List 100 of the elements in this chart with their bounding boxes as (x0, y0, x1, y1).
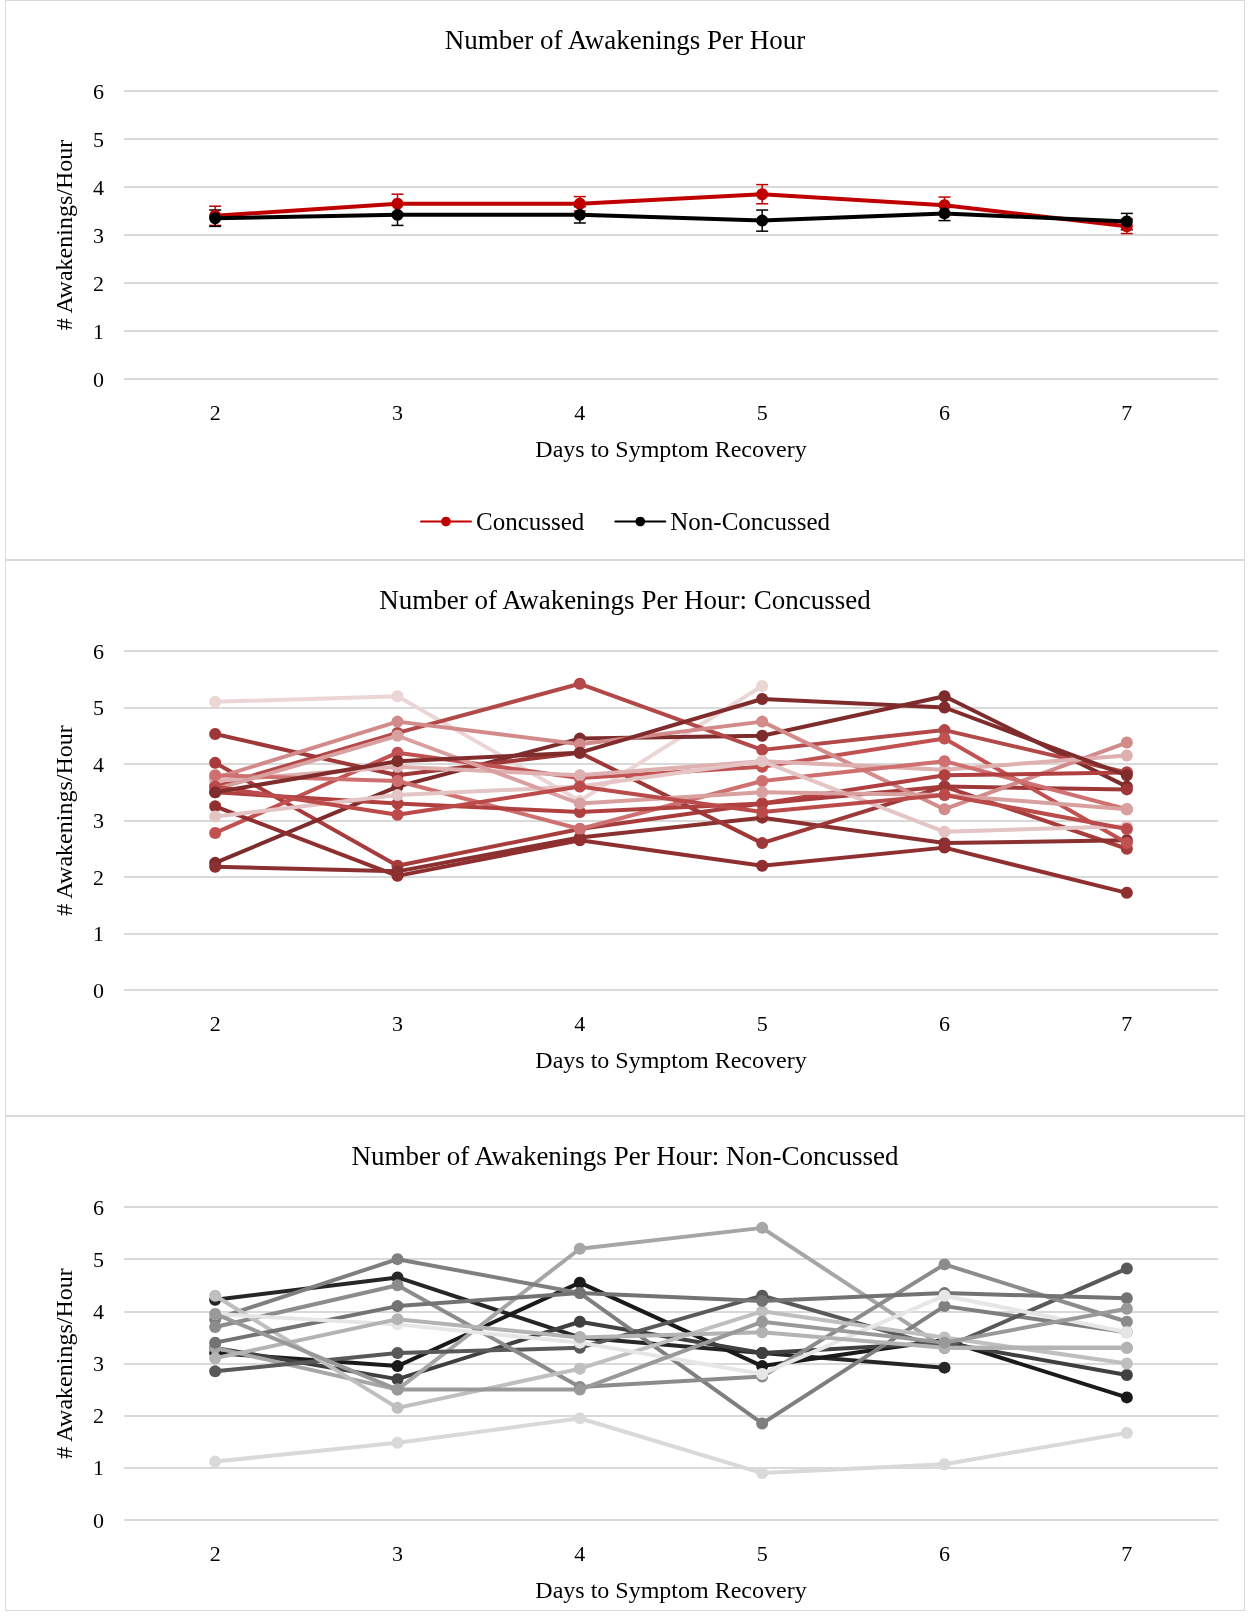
point (1120, 1302, 1133, 1315)
point (1120, 736, 1133, 749)
point (756, 1294, 769, 1307)
point (209, 1352, 222, 1365)
point (391, 1436, 404, 1449)
x-tick-label: 2 (209, 1010, 221, 1036)
point (1120, 1262, 1133, 1275)
y-tick-label: 5 (93, 1246, 104, 1272)
point (573, 1315, 586, 1328)
point (209, 1336, 222, 1349)
legend-label: Non-Concussed (670, 508, 831, 535)
point (756, 729, 769, 742)
y-tick-label: 6 (93, 78, 104, 104)
point (209, 1289, 222, 1302)
point (573, 1412, 586, 1425)
point (573, 1242, 586, 1255)
point (756, 859, 769, 872)
point (938, 1258, 951, 1271)
point (391, 789, 404, 802)
point (1120, 1426, 1133, 1439)
x-tick-label: 3 (392, 1540, 403, 1566)
x-tick-label: 6 (939, 1540, 950, 1566)
chart-title: Number of Awakenings Per Hour: Non-Concussed (351, 1140, 900, 1171)
point (391, 808, 404, 821)
point (1120, 886, 1133, 899)
point (938, 825, 951, 838)
legend-label: Concussed (475, 508, 585, 535)
x-tick-label: 4 (574, 399, 586, 425)
x-tick-label: 3 (392, 1010, 403, 1036)
point (1120, 1391, 1133, 1404)
point (938, 1361, 951, 1374)
point (756, 680, 769, 693)
point (573, 677, 586, 690)
point (391, 1347, 404, 1360)
point (391, 1300, 404, 1313)
x-tick-label: 4 (574, 1010, 586, 1036)
point (756, 188, 769, 201)
point (756, 743, 769, 756)
x-axis-title: Days to Symptom Recovery (535, 1577, 807, 1603)
point (756, 715, 769, 728)
y-tick-label: 5 (93, 126, 104, 152)
chart-title: Number of Awakenings Per Hour (444, 24, 806, 55)
point (209, 810, 222, 823)
point (1120, 1357, 1133, 1370)
y-tick-label: 0 (93, 366, 104, 392)
point (938, 1300, 951, 1313)
point (391, 208, 404, 221)
x-tick-label: 6 (939, 399, 950, 425)
y-tick-label: 1 (93, 921, 104, 946)
point (1120, 1292, 1133, 1305)
y-tick-label: 6 (93, 638, 104, 664)
x-tick-label: 7 (1121, 1540, 1133, 1566)
point (938, 755, 951, 768)
point (1120, 1368, 1133, 1381)
x-tick-label: 7 (1121, 399, 1133, 425)
point (209, 1455, 222, 1468)
point (756, 806, 769, 819)
y-tick-label: 5 (93, 695, 104, 720)
x-tick-label: 5 (756, 1540, 768, 1566)
point (1120, 1315, 1133, 1328)
y-tick-label: 0 (93, 1507, 104, 1533)
point (938, 1458, 951, 1471)
point (938, 769, 951, 782)
point (938, 803, 951, 816)
point (756, 693, 769, 706)
point (756, 1417, 769, 1430)
point (756, 1315, 769, 1328)
x-axis-title: Days to Symptom Recovery (535, 1047, 807, 1073)
point (391, 1373, 404, 1386)
point (209, 860, 222, 873)
y-tick-label: 4 (93, 174, 104, 200)
x-tick-label: 5 (756, 1010, 768, 1036)
chart-title: Number of Awakenings Per Hour: Concussed (379, 584, 872, 615)
point (391, 1360, 404, 1373)
point (391, 1313, 404, 1326)
y-tick-label: 4 (93, 1298, 104, 1324)
x-tick-label: 5 (756, 399, 768, 425)
point (391, 755, 404, 768)
y-tick-label: 6 (93, 1194, 104, 1220)
point (756, 786, 769, 799)
point (209, 826, 222, 839)
x-tick-label: 6 (939, 1010, 950, 1036)
point (938, 690, 951, 703)
point (756, 837, 769, 850)
x-tick-label: 7 (1121, 1010, 1133, 1036)
point (391, 1279, 404, 1292)
point (756, 1326, 769, 1339)
point (756, 214, 769, 227)
point (391, 715, 404, 728)
x-tick-label: 3 (392, 399, 403, 425)
point (209, 1320, 222, 1333)
x-tick-label: 4 (574, 1540, 586, 1566)
point (209, 1365, 222, 1378)
point (209, 756, 222, 769)
point (391, 1401, 404, 1414)
y-axis-title: # Awakenings/Hour (51, 1268, 77, 1459)
point (391, 197, 404, 210)
x-tick-label: 2 (209, 1540, 221, 1566)
y-tick-label: 2 (93, 864, 104, 890)
y-axis-title: # Awakenings/Hour (51, 139, 77, 331)
